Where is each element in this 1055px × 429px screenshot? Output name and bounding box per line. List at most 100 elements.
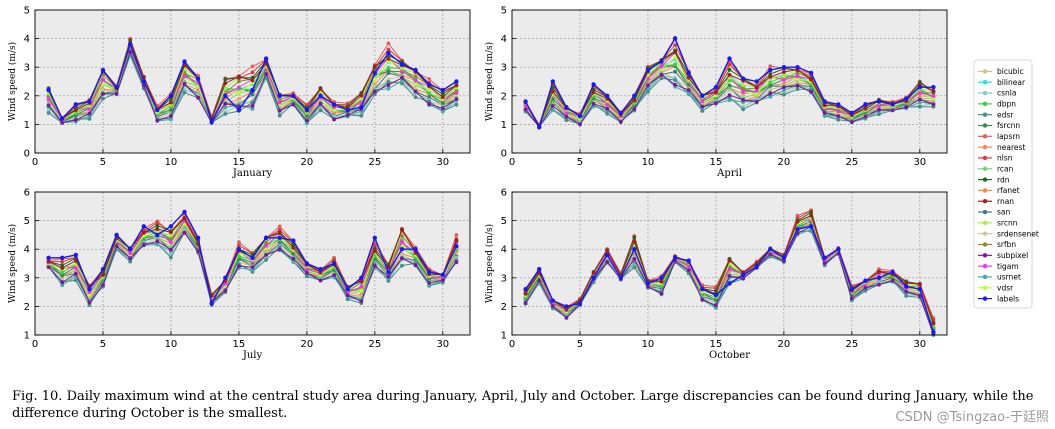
data-point (264, 258, 268, 262)
data-point (877, 282, 881, 287)
data-point (782, 78, 786, 82)
data-point (182, 59, 187, 64)
data-point (264, 72, 268, 76)
legend-item-rdn: rdn (978, 175, 1010, 184)
data-point (632, 265, 637, 270)
data-point (237, 243, 241, 248)
data-point (564, 105, 569, 110)
data-point (304, 107, 310, 113)
data-point (169, 247, 173, 252)
data-point (863, 286, 868, 290)
data-point (782, 85, 786, 90)
data-point (182, 209, 187, 215)
data-point (237, 240, 241, 245)
legend-item-bilinear: bilinear (978, 78, 1026, 87)
data-point (291, 245, 296, 250)
data-point (454, 97, 459, 101)
data-point (277, 247, 282, 252)
data-point (781, 255, 787, 260)
data-point (250, 87, 255, 93)
data-point (781, 65, 787, 70)
data-point (795, 87, 800, 91)
data-point (114, 244, 119, 249)
data-point (223, 93, 228, 99)
data-point (904, 281, 909, 285)
y-tick-label: 5 (24, 216, 30, 227)
data-point (686, 258, 691, 263)
data-point (673, 69, 677, 74)
data-point (754, 264, 759, 269)
data-point (917, 85, 922, 90)
data-point (768, 247, 773, 252)
data-point (400, 252, 404, 257)
y-tick-label: 0 (501, 149, 507, 160)
data-point (128, 256, 133, 261)
legend-label: edsr (997, 110, 1014, 119)
x-tick-label: 10 (165, 157, 178, 168)
data-point (400, 256, 404, 261)
data-point (822, 99, 827, 104)
data-point (795, 219, 800, 224)
data-point (372, 70, 377, 76)
legend-label: dbpn (997, 100, 1016, 109)
data-point (890, 102, 895, 107)
legend-label: srfbn (997, 240, 1016, 249)
data-point (849, 120, 854, 124)
x-tick-label: 30 (913, 339, 926, 350)
x-tick-label: 0 (32, 339, 38, 350)
data-point (250, 70, 255, 75)
y-axis-label: Wind speed (m/s) (484, 42, 495, 121)
x-tick-label: 5 (100, 339, 106, 350)
data-point (917, 97, 922, 102)
data-point (73, 258, 78, 263)
data-point (413, 78, 418, 83)
data-point (114, 232, 119, 238)
data-point (523, 301, 528, 306)
x-tick-label: 15 (710, 157, 723, 168)
data-point (372, 89, 377, 94)
data-point (305, 270, 309, 275)
data-point (46, 97, 51, 101)
data-point (318, 101, 323, 106)
data-point (877, 269, 881, 274)
data-point (169, 230, 173, 235)
data-point (114, 92, 119, 96)
data-point (291, 256, 296, 261)
legend-label: nearest (997, 143, 1025, 152)
legend-item-nearest: nearest (978, 143, 1025, 152)
x-tick-label: 10 (642, 339, 655, 350)
data-point (128, 42, 133, 47)
legend-item-srdensenet: srdensenet (978, 229, 1039, 238)
data-point (141, 224, 146, 229)
legend-box (973, 59, 1033, 309)
data-point (537, 267, 542, 272)
data-point (155, 242, 160, 247)
data-point (101, 96, 105, 101)
data-point (318, 87, 323, 91)
series-subpixel (46, 230, 459, 305)
data-point (564, 114, 569, 119)
data-point (413, 74, 418, 79)
data-point (318, 93, 323, 99)
legend-marker (982, 296, 988, 301)
legend-label: usrnet (997, 273, 1021, 282)
data-point (73, 271, 78, 276)
series-subpixel (46, 50, 459, 125)
data-point (632, 107, 637, 112)
data-point (550, 298, 555, 303)
legend-marker (982, 274, 988, 280)
figure-caption: Fig. 10. Daily maximum wind at the centr… (12, 389, 1034, 421)
data-point (386, 65, 391, 70)
data-point (673, 50, 677, 55)
legend-label: tigam (997, 262, 1019, 271)
data-point (917, 80, 922, 85)
data-point (727, 67, 732, 72)
x-tick-label: 25 (368, 339, 381, 350)
data-point (318, 267, 323, 272)
data-point (440, 109, 445, 114)
data-point (808, 70, 814, 76)
data-point (904, 105, 909, 110)
data-point (386, 269, 391, 275)
legend-item-csnla: csnla (978, 89, 1016, 98)
x-tick-label: 30 (436, 157, 449, 168)
